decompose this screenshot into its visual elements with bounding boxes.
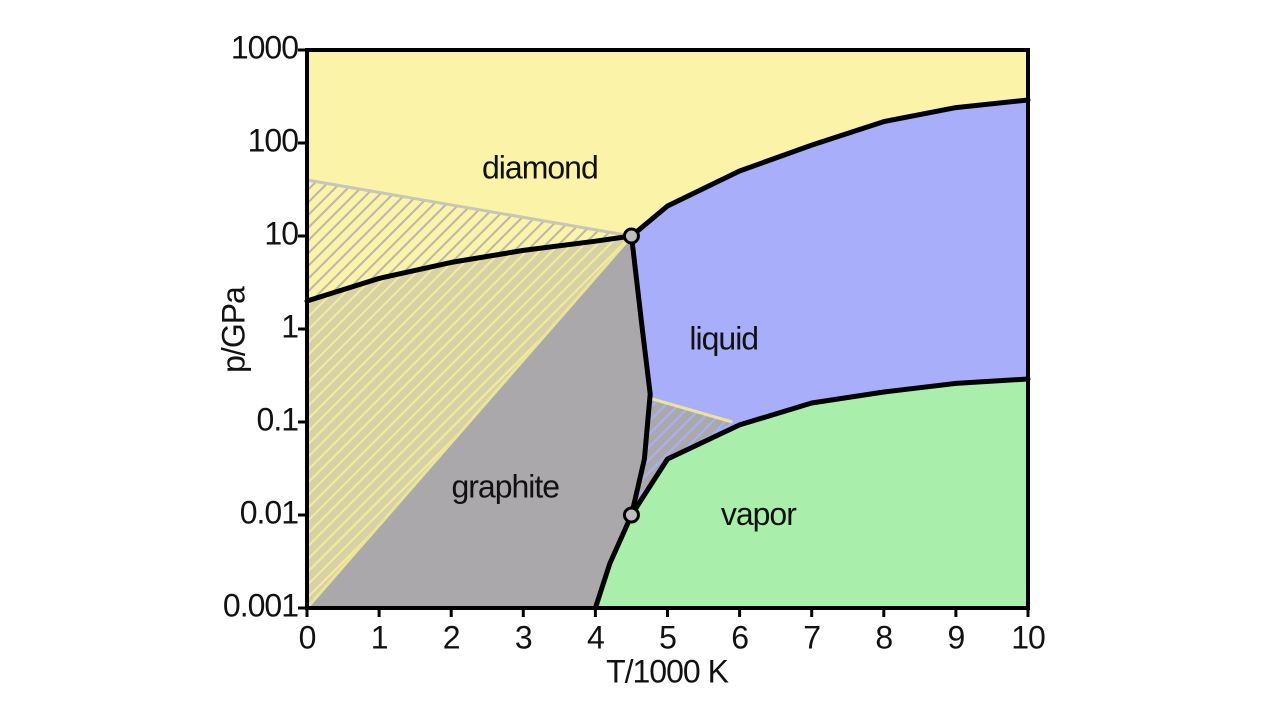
metastable-line — [306, 178, 632, 238]
y-tick-label: 100 — [248, 122, 299, 158]
region-graphite — [307, 236, 651, 608]
metastable-above — [307, 180, 632, 301]
x-tick-label: 10 — [1011, 619, 1045, 655]
phase-boundary — [629, 97, 1031, 239]
y-tick-label: 0.01 — [240, 494, 298, 530]
region-liquid — [631, 100, 1028, 515]
y-tick-label: 1000 — [231, 29, 298, 65]
region-label: graphite — [451, 469, 559, 505]
y-tick-label: 0.001 — [223, 587, 298, 623]
phase-boundary — [592, 512, 634, 611]
y-axis-label: p/GPa — [215, 286, 251, 373]
region-label: liquid — [689, 321, 758, 357]
boundaries — [304, 97, 1031, 611]
phase-boundary — [629, 233, 653, 518]
x-tick-label: 1 — [371, 619, 388, 655]
x-tick-label: 2 — [443, 619, 460, 655]
x-tick-label: 9 — [948, 619, 965, 655]
regions — [307, 50, 1028, 608]
x-tick-label: 5 — [659, 619, 676, 655]
x-tick-label: 6 — [731, 619, 748, 655]
y-tick-label: 1 — [281, 308, 298, 344]
region-label: diamond — [482, 150, 598, 186]
phase-boundary — [629, 376, 1031, 518]
metastable-line — [305, 235, 633, 609]
x-axis-label: T/1000 K — [606, 653, 729, 689]
x-tick-label: 7 — [803, 619, 820, 655]
y-tick-label: 0.1 — [257, 401, 299, 437]
metastable-liquid — [631, 394, 733, 515]
triple-point — [622, 227, 640, 245]
phase-boundary — [304, 233, 634, 304]
metastable-line — [649, 396, 733, 424]
x-tick-label: 0 — [299, 619, 316, 655]
triple-point — [622, 506, 640, 524]
x-tick-label: 4 — [587, 619, 604, 655]
y-tick-label: 10 — [264, 215, 298, 251]
x-tick-label: 8 — [875, 619, 892, 655]
region-label: vapor — [721, 496, 797, 532]
region-vapor — [595, 379, 1028, 608]
x-tick-label: 3 — [515, 619, 532, 655]
